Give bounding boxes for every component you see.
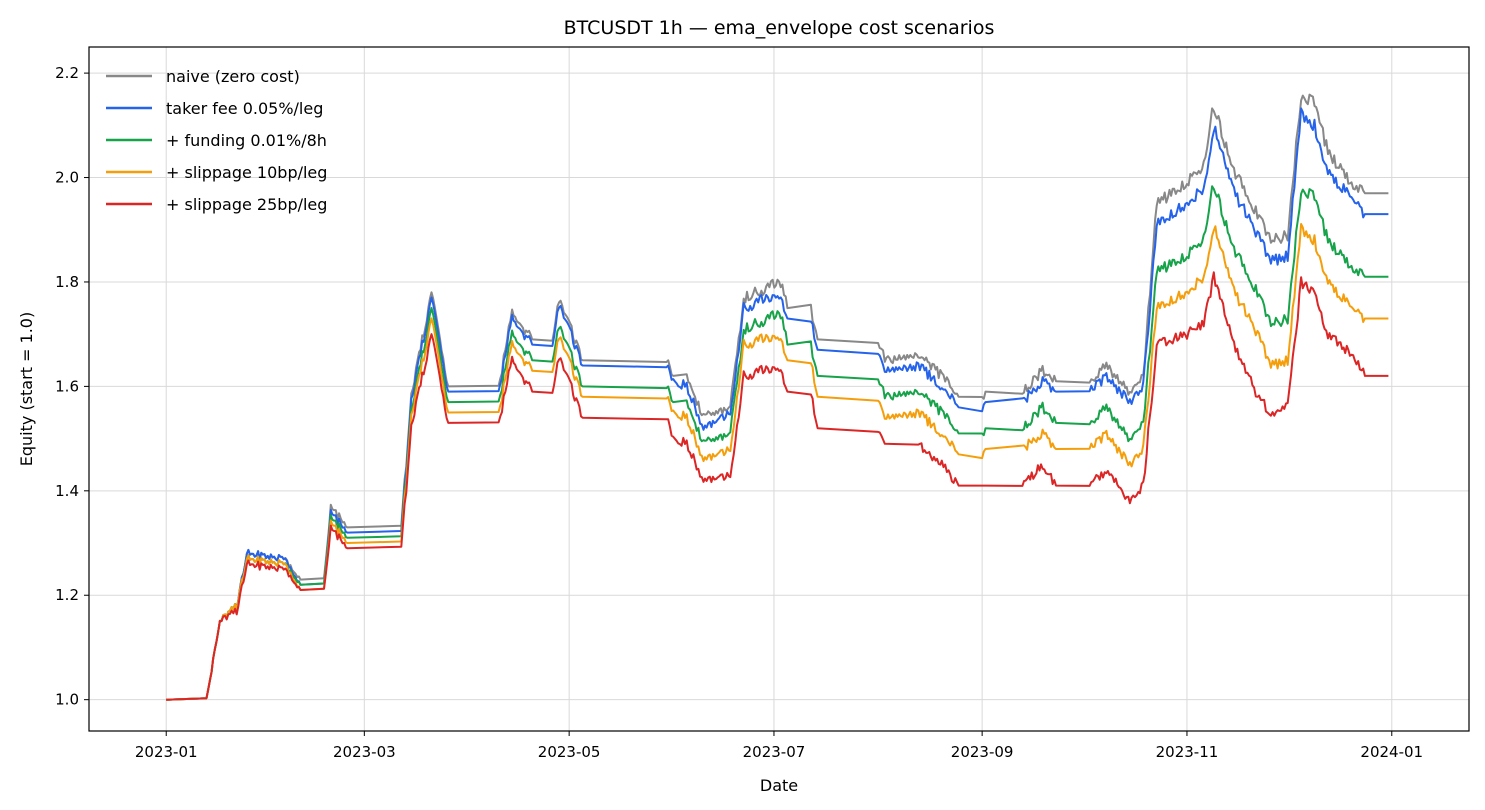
y-tick-label: 1.6 [55, 377, 79, 395]
y-tick-label: 1.8 [55, 273, 79, 291]
x-axis-label: Date [760, 776, 798, 795]
x-tick-label: 2023-03 [333, 743, 396, 761]
plot-frame [88, 46, 1470, 732]
series-line [166, 271, 1389, 701]
x-tick-label: 2024-01 [1360, 743, 1423, 761]
x-tick-label: 2023-07 [743, 743, 806, 761]
x-tick-label: 2023-09 [951, 743, 1014, 761]
y-tick-label: 1.0 [55, 691, 79, 709]
legend-entry: + funding 0.01%/8h [166, 131, 327, 150]
series-line [166, 107, 1389, 701]
legend-entry: + slippage 10bp/leg [166, 163, 327, 182]
legend-entry: naive (zero cost) [166, 67, 300, 86]
y-tick-label: 1.2 [55, 586, 79, 604]
grid [89, 47, 1469, 731]
y-axis-ticks: 1.0 1.2 1.4 1.6 1.8 2.0 2.2 [55, 64, 89, 709]
y-tick-label: 1.4 [55, 482, 79, 500]
x-tick-label: 2023-11 [1156, 743, 1219, 761]
legend-entry: taker fee 0.05%/leg [166, 99, 323, 118]
series-line [166, 185, 1389, 701]
x-axis-ticks: 2023-01 2023-03 2023-05 2023-07 2023-09 2023-… [135, 731, 1423, 761]
y-tick-label: 2.0 [55, 169, 79, 187]
legend-entry: + slippage 25bp/leg [166, 195, 327, 214]
x-tick-label: 2023-01 [135, 743, 198, 761]
x-tick-label: 2023-05 [538, 743, 601, 761]
series-lines [166, 93, 1389, 701]
legend: naive (zero cost) taker fee 0.05%/leg + fu… [106, 67, 327, 214]
chart-title: BTCUSDT 1h — ema_envelope cost scenarios [564, 17, 995, 39]
y-axis-label: Equity (start = 1.0) [17, 312, 36, 466]
y-tick-label: 2.2 [55, 64, 79, 82]
